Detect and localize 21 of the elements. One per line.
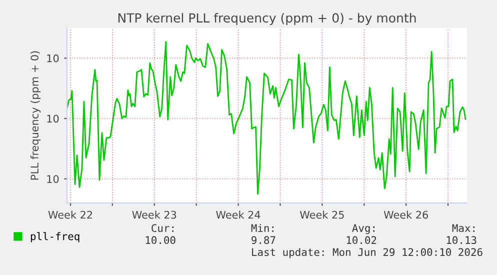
legend-label: pll-freq xyxy=(30,232,80,242)
text: 10.13 xyxy=(446,236,476,244)
x-tick-label: Week 25 xyxy=(300,210,344,219)
y-tick-label: 10 xyxy=(47,114,59,123)
text: 9.87 xyxy=(252,236,276,244)
text: Min: xyxy=(251,224,274,232)
text: Max: xyxy=(452,224,474,232)
text: 10.02 xyxy=(346,236,376,244)
chart-title: NTP kernel PLL frequency (ppm + 0) - by month xyxy=(118,12,416,26)
y-axis-title: PLL frequency (ppm + 0) xyxy=(30,51,41,180)
x-tick-label: Week 22 xyxy=(48,210,92,219)
text: Last update: Mon Jun 29 12:00:10 2026 xyxy=(252,248,482,258)
text: Cur: xyxy=(152,224,174,232)
text: 10.00 xyxy=(146,236,176,244)
y-tick-label: 10 xyxy=(47,175,59,183)
x-tick-label: Week 23 xyxy=(132,210,176,219)
y-tick-label: 10 xyxy=(47,54,59,62)
x-tick-label: Week 24 xyxy=(216,210,260,219)
text: Avg: xyxy=(352,224,374,234)
x-tick-label: Week 26 xyxy=(384,210,428,219)
line-series xyxy=(67,41,466,195)
